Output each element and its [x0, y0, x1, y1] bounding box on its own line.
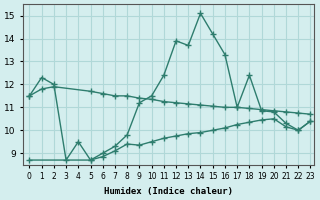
X-axis label: Humidex (Indice chaleur): Humidex (Indice chaleur) — [104, 187, 233, 196]
